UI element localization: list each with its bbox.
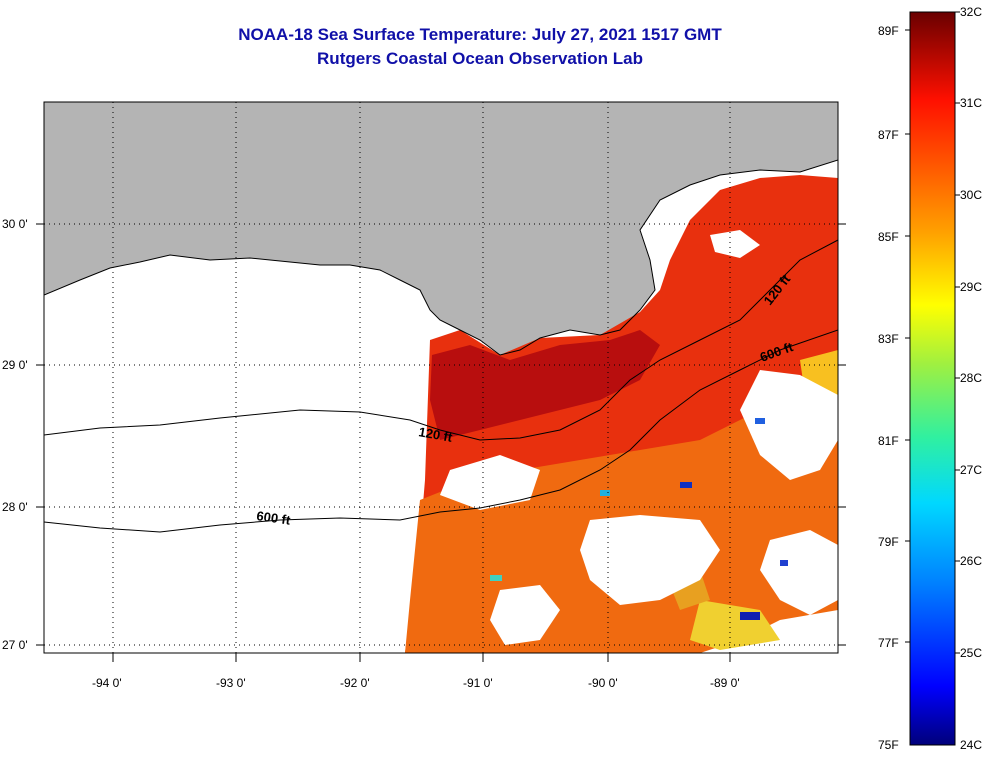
lat-label: 30 0'	[2, 217, 28, 231]
lon-label: -91 0'	[463, 676, 493, 690]
plot-frame	[43, 101, 839, 654]
colorbar-f-label: 77F	[878, 636, 899, 650]
colorbar-c-label: 29C	[960, 280, 983, 294]
contour-600ft	[44, 329, 838, 533]
contour-label-120-west: 120 ft	[417, 424, 454, 445]
sst-field-orange	[405, 380, 838, 653]
colorbar-c-label: 24C	[960, 738, 983, 752]
colorbar-c-label: 30C	[960, 188, 983, 202]
colorbar-c-label: 31C	[960, 96, 983, 110]
colorbar-f-label: 87F	[878, 128, 899, 142]
lon-label: -93 0'	[216, 676, 246, 690]
contour-120ft	[44, 239, 838, 441]
colorbar-f-label: 85F	[878, 230, 899, 244]
colorbar-c-label: 28C	[960, 371, 983, 385]
colorbar-c-label: 27C	[960, 463, 983, 477]
map-subtitle: Rutgers Coastal Ocean Observation Lab	[317, 49, 643, 68]
lat-label: 29 0'	[2, 358, 28, 372]
colorbar-c-label: 25C	[960, 646, 983, 660]
lon-label: -89 0'	[710, 676, 740, 690]
axis-ticks	[36, 223, 846, 662]
lon-label: -92 0'	[340, 676, 370, 690]
lon-label: -94 0'	[92, 676, 122, 690]
colorbar-f-label: 81F	[878, 434, 899, 448]
colorbar-c-label: 32C	[960, 5, 983, 19]
lon-label: -90 0'	[588, 676, 618, 690]
colorbar	[909, 11, 956, 746]
lat-label: 27 0'	[2, 638, 28, 652]
sst-field-hot	[430, 330, 660, 440]
contour-label-600-west: 600 ft	[256, 508, 292, 528]
graticule	[44, 102, 838, 653]
cloud-gap	[440, 455, 540, 510]
colorbar-f-label: 75F	[878, 738, 899, 752]
land-mass	[44, 102, 838, 355]
map-title: NOAA-18 Sea Surface Temperature: July 27…	[238, 25, 722, 44]
colorbar-f-label: 79F	[878, 535, 899, 549]
colorbar-f-label: 89F	[878, 24, 899, 38]
lat-label: 28 0'	[2, 500, 28, 514]
colorbar-f-label: 83F	[878, 332, 899, 346]
coastline	[44, 159, 838, 356]
colorbar-c-label: 26C	[960, 554, 983, 568]
